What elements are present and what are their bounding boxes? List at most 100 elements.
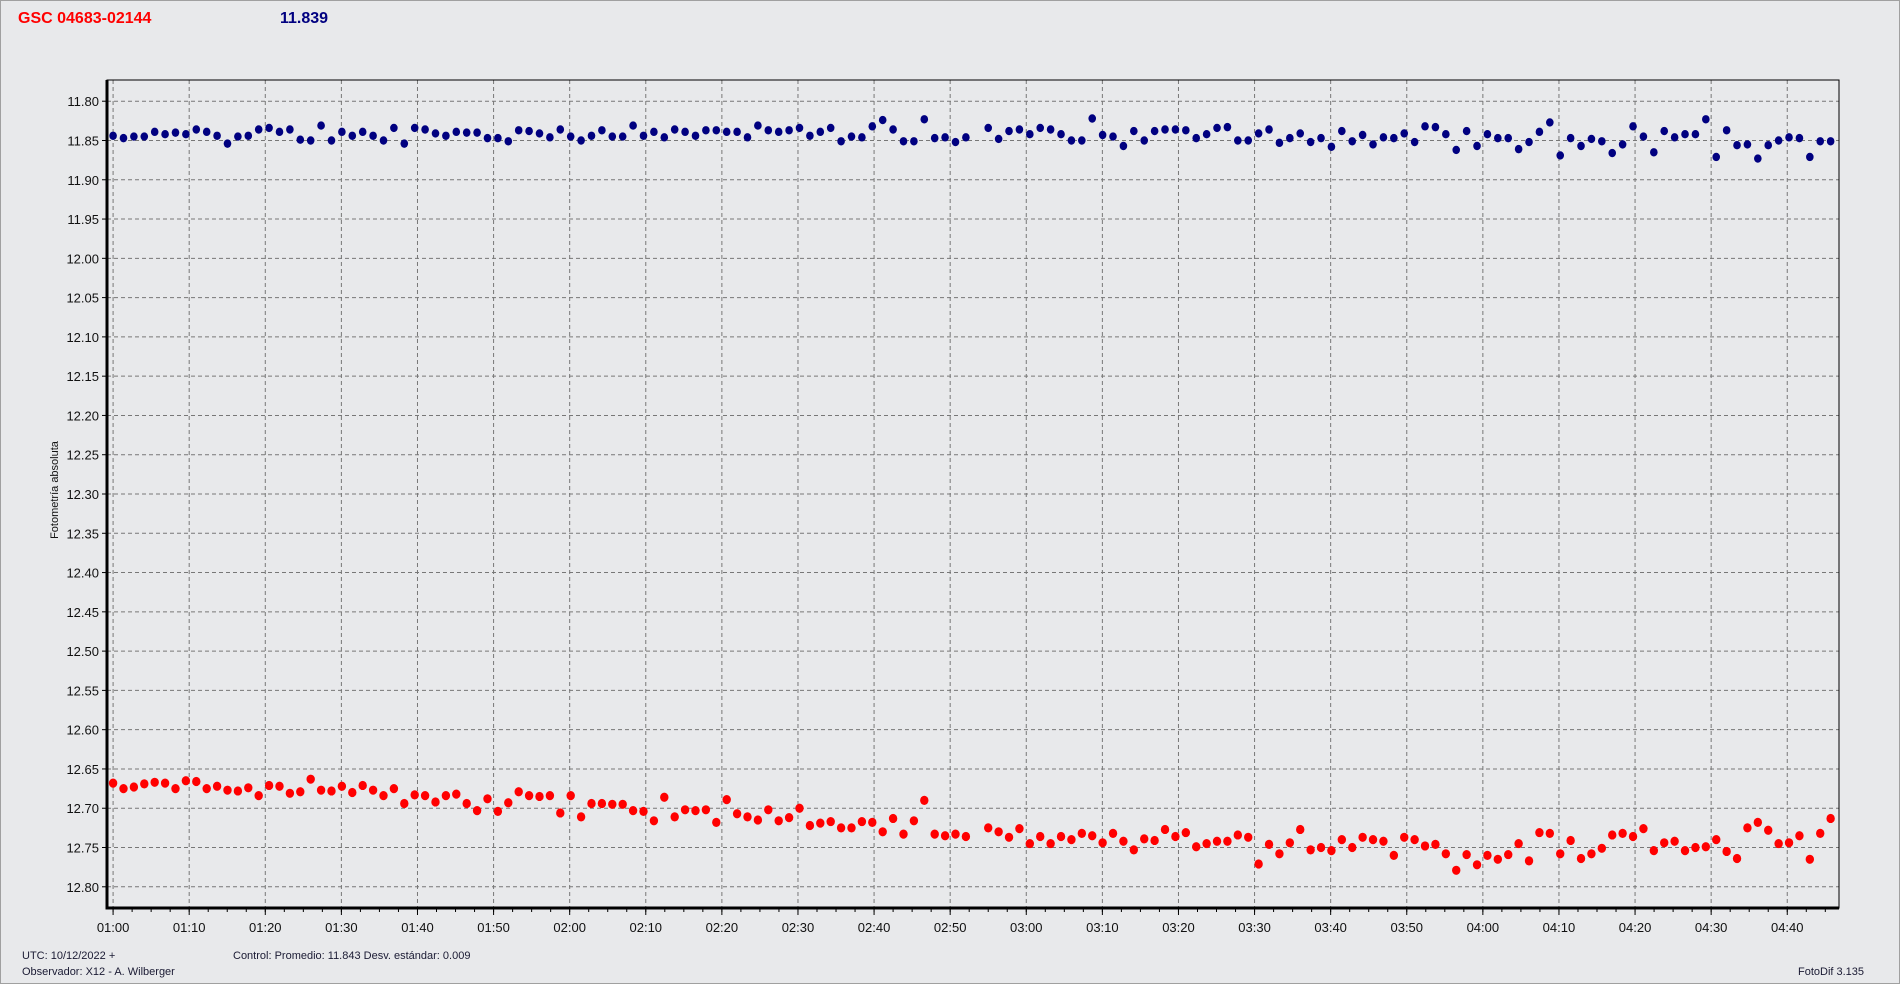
check-point	[1130, 126, 1138, 136]
check-point	[1119, 141, 1128, 151]
check-point	[712, 126, 721, 135]
target-point	[1524, 856, 1534, 866]
target-point	[504, 798, 513, 808]
x-tick-label: 02:00	[553, 920, 586, 935]
target-point	[1805, 854, 1815, 864]
y-tick-label: 12.55	[66, 683, 99, 698]
target-point	[1119, 836, 1128, 846]
target-point	[920, 795, 929, 805]
target-point	[1649, 846, 1659, 856]
axes	[105, 79, 1840, 910]
check-point	[878, 115, 887, 125]
target-point	[899, 829, 908, 839]
check-point	[566, 132, 575, 141]
y-tick-label: 12.25	[66, 448, 99, 463]
target-point	[994, 827, 1003, 837]
check-point	[1754, 154, 1762, 163]
x-tick-label: 03:40	[1314, 920, 1347, 935]
target-point	[483, 794, 492, 804]
target-point	[306, 774, 315, 784]
check-point	[681, 127, 689, 137]
target-point	[1389, 850, 1399, 860]
x-tick-label: 04:30	[1695, 920, 1728, 935]
x-tick-label: 03:50	[1390, 920, 1423, 935]
target-point	[129, 782, 139, 792]
target-point	[1545, 828, 1555, 838]
target-point	[1202, 838, 1211, 849]
check-point	[837, 137, 845, 146]
check-point	[1275, 138, 1284, 148]
check-point	[670, 125, 679, 134]
target-point	[1764, 825, 1773, 835]
target-point	[379, 791, 388, 801]
target-point	[1462, 849, 1471, 860]
y-tick-label: 12.05	[66, 291, 99, 306]
y-tick-label: 12.70	[66, 801, 99, 816]
target-point	[1472, 860, 1482, 870]
target-point	[1358, 832, 1367, 842]
target-point	[1712, 835, 1721, 845]
x-tick-label: 01:10	[173, 920, 206, 935]
target-point	[493, 806, 503, 816]
check-point	[1535, 127, 1544, 137]
check-point	[1826, 137, 1835, 146]
target-point	[1077, 828, 1087, 838]
check-point	[1358, 130, 1367, 140]
check-point	[785, 126, 793, 135]
check-point	[722, 127, 731, 137]
target-point	[1743, 823, 1752, 833]
y-tick-label: 12.10	[66, 330, 99, 345]
check-point	[400, 139, 409, 148]
target-point	[1056, 831, 1066, 842]
check-point	[1702, 115, 1710, 124]
target-point	[868, 817, 877, 827]
target-point	[192, 776, 201, 787]
target-point	[691, 805, 700, 816]
check-point	[1421, 122, 1429, 131]
target-point	[1410, 835, 1419, 845]
check-point	[338, 127, 346, 137]
target-point	[1431, 839, 1440, 849]
target-point	[1826, 813, 1835, 824]
target-point	[1036, 831, 1045, 842]
target-point	[1732, 853, 1742, 864]
data-points	[108, 114, 1835, 875]
check-point	[816, 127, 825, 137]
comparison-value: 11.839	[280, 10, 329, 27]
check-point	[1286, 133, 1294, 143]
target-point	[857, 816, 867, 827]
check-point	[473, 128, 481, 137]
target-point	[1098, 838, 1107, 848]
check-point	[702, 126, 710, 135]
x-tick-label: 01:40	[401, 920, 434, 935]
check-point	[639, 131, 648, 140]
target-point	[212, 781, 222, 791]
target-point	[618, 799, 627, 809]
target-point	[597, 798, 607, 809]
target-point	[753, 815, 763, 825]
x-tick-label: 01:20	[249, 920, 282, 935]
target-point	[1212, 836, 1222, 846]
check-point	[1452, 145, 1461, 155]
check-point	[1660, 126, 1669, 136]
check-point	[920, 115, 929, 124]
target-point	[327, 786, 336, 796]
check-point	[317, 121, 325, 130]
check-point	[743, 133, 752, 142]
x-tick-label: 01:30	[325, 920, 358, 935]
y-tick-label: 12.40	[66, 566, 99, 581]
check-point	[244, 131, 253, 140]
y-tick-label: 12.65	[66, 762, 99, 777]
check-point	[1785, 133, 1793, 142]
check-point	[1650, 148, 1658, 157]
target-point	[826, 816, 835, 827]
target-point	[1628, 831, 1638, 842]
x-tick-label: 04:40	[1771, 920, 1804, 935]
target-point	[1639, 824, 1648, 834]
check-point	[1140, 136, 1149, 145]
check-point	[1733, 141, 1741, 150]
check-point	[1234, 136, 1242, 145]
check-point	[868, 122, 877, 131]
target-point	[816, 818, 825, 828]
